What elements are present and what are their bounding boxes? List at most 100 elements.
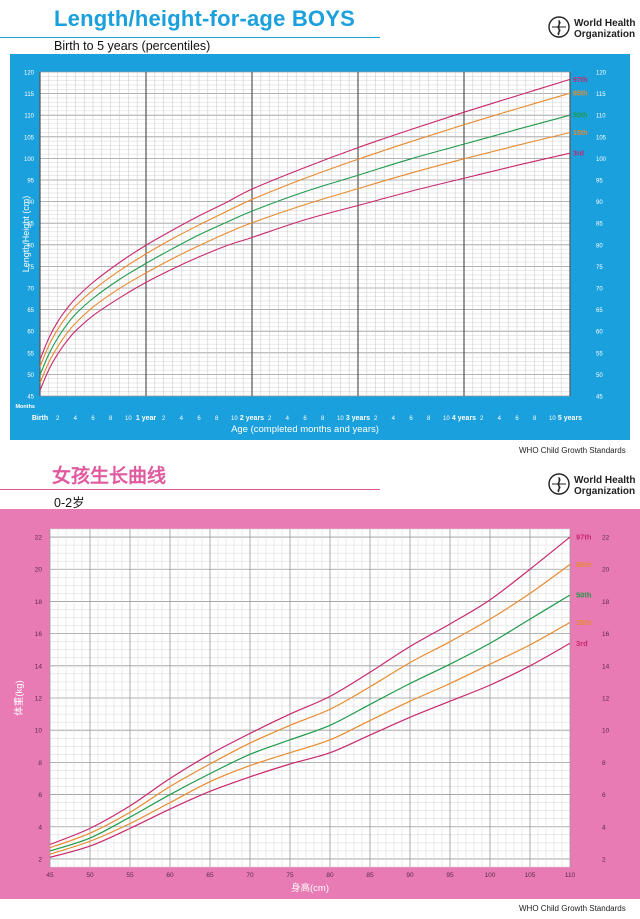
x-tick-label: 100 (485, 872, 496, 879)
y-tick-label: 4 (38, 824, 42, 831)
x-tick-label: 8 (427, 416, 431, 422)
x-tick-label: 10 (125, 416, 132, 422)
y-tick-label: 90 (27, 200, 34, 206)
x-tick-label: 10 (337, 416, 344, 422)
y-tick-label: 50 (27, 373, 34, 379)
series-line-3rd (49, 642, 571, 858)
source-top: WHO Child Growth Standards (519, 446, 626, 455)
x-tick-label: 2 (374, 416, 378, 422)
y-axis-label: 体重(kg) (13, 680, 25, 715)
y-tick-label: 6 (38, 792, 42, 799)
x-tick-label: 6 (409, 416, 413, 422)
y-tick-label-right: 20 (602, 567, 610, 574)
y-tick-label-right: 120 (596, 71, 607, 77)
x-tick-label: 90 (406, 872, 414, 879)
x-tick-label: 5 years (558, 415, 582, 422)
y-tick-label-right: 70 (596, 287, 603, 293)
x-tick-label: Birth (32, 415, 48, 422)
y-axis-label: Length/Height (cm) (21, 196, 31, 273)
y-tick-label-right: 18 (602, 599, 610, 606)
y-tick-label: 110 (24, 114, 34, 120)
x-tick-label: 6 (91, 416, 95, 422)
y-tick-label: 70 (27, 287, 34, 293)
y-tick-label-right: 55 (596, 351, 603, 357)
y-tick-label: 2 (38, 856, 42, 863)
x-axis-label: Age (completed months and years) (231, 424, 379, 435)
y-tick-label: 18 (35, 599, 43, 606)
x-tick-label: 2 years (240, 415, 264, 422)
series-line-15th (49, 621, 571, 855)
y-tick-label-right: 95 (596, 179, 603, 185)
x-tick-label: 4 (286, 416, 290, 422)
y-tick-label: 14 (35, 663, 43, 670)
y-tick-label-right: 4 (602, 824, 606, 831)
y-tick-label: 55 (27, 351, 34, 357)
y-tick-label-right: 2 (602, 856, 606, 863)
title-rule (0, 37, 380, 38)
y-tick-label: 75 (27, 265, 34, 271)
who-emblem-icon (548, 473, 570, 495)
x-tick-label: 50 (86, 872, 94, 879)
x-tick-label: 2 (268, 416, 272, 422)
who-name-bottom: World Health Organization (574, 475, 635, 497)
series-label-97th: 97th (576, 533, 592, 542)
y-tick-label: 120 (24, 71, 35, 77)
series-label-3rd: 3rd (573, 151, 584, 158)
y-tick-label-right: 115 (596, 92, 606, 98)
series-label-50th: 50th (573, 113, 587, 120)
x-tick-label: 2 (56, 416, 60, 422)
who-line2: Organization (574, 29, 636, 40)
who-line1: World Health (574, 18, 636, 29)
x-tick-label: 6 (303, 416, 307, 422)
x-tick-label: 10 (443, 416, 450, 422)
x-tick-label: 4 (498, 416, 502, 422)
x-tick-label: 45 (46, 872, 54, 879)
boys-length-chart: 45 45 50 50 55 55 60 60 65 65 70 70 75 75 80 80 85 85 90 90… (10, 54, 630, 440)
x-tick-label: 4 (74, 416, 78, 422)
y-tick-label: 85 (27, 222, 34, 228)
who-emblem-icon (548, 16, 570, 38)
y-tick-label-right: 100 (596, 157, 607, 163)
page-title-girls: 女孩生长曲线 (52, 466, 167, 487)
y-tick-label: 12 (35, 696, 43, 703)
series-label-15th: 15th (576, 618, 592, 627)
y-tick-label: 65 (27, 308, 34, 314)
y-tick-label: 115 (24, 92, 34, 98)
y-tick-label-right: 110 (596, 114, 606, 120)
who-line1: World Health (574, 475, 636, 486)
series-line-85th (39, 92, 571, 367)
y-tick-label: 45 (27, 395, 34, 401)
y-tick-label-right: 10 (602, 728, 610, 735)
x-tick-label: 8 (215, 416, 219, 422)
x-tick-label: 8 (533, 416, 537, 422)
subtitle-girls: 0-2岁 (54, 496, 85, 510)
title-rule-2 (0, 489, 380, 490)
x-tick-label: 3 years (346, 415, 370, 422)
page-title-boys: Length/height-for-age BOYS (54, 6, 355, 31)
y-tick-label: 80 (27, 243, 34, 249)
y-tick-label-right: 6 (602, 792, 606, 799)
y-tick-label: 8 (38, 760, 42, 767)
who-name-top: World Health Organization (574, 18, 635, 40)
y-tick-label: 16 (35, 631, 43, 638)
series-line-85th (49, 563, 571, 849)
y-tick-label-right: 50 (596, 373, 603, 379)
series-line-3rd (39, 152, 571, 391)
x-tick-label: 4 years (452, 415, 476, 422)
x-tick-label: 10 (231, 416, 238, 422)
y-tick-label-right: 65 (596, 308, 603, 314)
series-label-85th: 85th (573, 91, 587, 98)
who-line2: Organization (574, 486, 636, 497)
series-line-50th (49, 594, 571, 852)
series-line-50th (39, 114, 571, 376)
y-tick-label-right: 60 (596, 330, 603, 336)
source-bottom: WHO Child Growth Standards (519, 904, 626, 913)
x-tick-label: 65 (206, 872, 214, 879)
x-tick-label: 70 (246, 872, 254, 879)
x-tick-label: 80 (326, 872, 334, 879)
y-tick-label-right: 45 (596, 395, 603, 401)
series-label-50th: 50th (576, 590, 592, 599)
x-tick-label: 1 year (136, 415, 157, 422)
y-tick-label-right: 22 (602, 535, 610, 542)
